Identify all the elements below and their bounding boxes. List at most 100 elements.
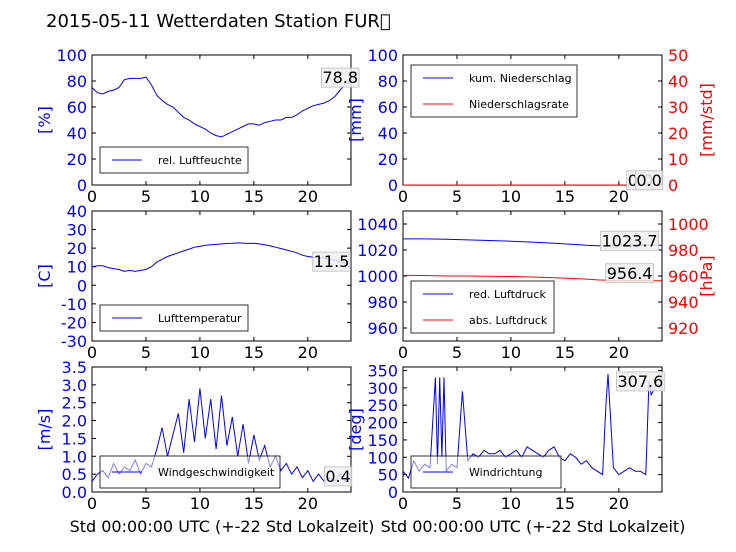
y2-tick-label: 980: [668, 241, 699, 260]
y-tick-label: 3.5: [62, 358, 87, 377]
x-tick-label: 20: [298, 187, 318, 206]
y2-tick-label: 960: [668, 267, 699, 286]
x-tick-label: 0: [87, 187, 97, 206]
x-tick-label: 10: [501, 494, 521, 513]
x-tick-label: 5: [141, 343, 151, 362]
y-tick-label: 60: [378, 98, 398, 117]
y-tick-label: 40: [67, 202, 87, 221]
panel-6: 0 5 10 15 20050100150200250300350[deg]Windri…: [346, 361, 665, 513]
legend-entry: kum. Niederschlag: [469, 72, 572, 85]
y-tick-label: 2.5: [62, 394, 87, 413]
x-tick-label: 20: [298, 494, 318, 513]
y-tick-label: 1.0: [62, 447, 87, 466]
y-tick-label: 1020: [357, 241, 398, 260]
x-tick-label: 10: [190, 343, 210, 362]
x-tick-label: 10: [190, 187, 210, 206]
y-tick-label: 10: [67, 258, 87, 277]
y2-tick-label: 920: [668, 319, 699, 338]
value-annotation: 0.0: [636, 171, 661, 190]
y2-tick-label: 40: [668, 72, 688, 91]
legend-entry: rel. Luftfeuchte: [158, 154, 242, 167]
y-tick-label: 0: [77, 276, 87, 295]
y-tick-label: 1000: [357, 267, 398, 286]
x-tick-label: 5: [141, 494, 151, 513]
x-tick-label: 10: [190, 494, 210, 513]
y-tick-label: 3.0: [62, 376, 87, 395]
y-tick-label: -10: [61, 295, 87, 314]
y-tick-label: 80: [67, 72, 87, 91]
value-annotation: 11.5: [314, 252, 350, 271]
y-tick-label: 960: [367, 319, 398, 338]
legend-entry: red. Luftdruck: [469, 288, 546, 301]
x-axis-label-left: Std 00:00:00 UTC (+-22 Std Lokalzeit): [70, 517, 375, 536]
y-tick-label: 40: [378, 124, 398, 143]
y-tick-label: 100: [367, 448, 398, 467]
y-tick-label: 1040: [357, 215, 398, 234]
y-tick-label: 2.0: [62, 412, 87, 431]
y-tick-label: 20: [67, 150, 87, 169]
value-annotation: 0.4: [325, 467, 350, 486]
legend: Windgeschwindigkeit: [99, 455, 281, 489]
x-tick-label: 0: [87, 343, 97, 362]
x-tick-label: 10: [501, 343, 521, 362]
y-tick-label: 60: [67, 98, 87, 117]
annotation-box: [320, 67, 360, 88]
series-line-1: [92, 242, 351, 272]
y2-tick-label: 0: [668, 176, 678, 195]
value-annotation: 307.6: [618, 372, 664, 391]
x-tick-label: 0: [398, 343, 408, 362]
y-tick-label: 0.0: [62, 483, 87, 502]
y2-tick-label: 940: [668, 293, 699, 312]
legend-entry: abs. Luftdruck: [469, 314, 548, 327]
annotation-box: [616, 371, 665, 392]
legend-box: [410, 280, 555, 334]
annotation-box: [600, 230, 660, 251]
y-tick-label: 200: [367, 414, 398, 433]
y-tick-label: 0.5: [62, 465, 87, 484]
y-axis-label: [C]: [35, 264, 54, 288]
y-tick-label: 0: [388, 176, 398, 195]
y2-axis-label: [mm/std]: [697, 83, 716, 157]
y-tick-label: 20: [67, 239, 87, 258]
legend-box: [99, 146, 249, 174]
y2-tick-label: 10: [668, 150, 688, 169]
figure-title: 2015-05-11 Wetterdaten Station FUR : [46, 11, 391, 32]
value-annotation: 956.4: [607, 264, 653, 283]
x-tick-label: 20: [609, 494, 629, 513]
y-axis-label: [mm]: [346, 98, 365, 142]
series-line-1: [92, 76, 351, 138]
legend-entry: Windrichtung: [469, 466, 542, 479]
legend: Windrichtung: [410, 455, 562, 489]
y-tick-label: 1.5: [62, 429, 87, 448]
value-annotation: 78.8: [322, 68, 358, 87]
legend-entry: Lufttemperatur: [158, 312, 242, 325]
legend-entry: Windgeschwindigkeit: [158, 466, 275, 479]
x-tick-label: 0: [398, 494, 408, 513]
y2-tick-label: 20: [668, 124, 688, 143]
y-tick-label: -20: [61, 313, 87, 332]
y-tick-label: 80: [378, 72, 398, 91]
x-tick-label: 15: [555, 343, 575, 362]
y-axis-label: [%]: [35, 106, 54, 134]
x-tick-label: 5: [452, 343, 462, 362]
y-tick-label: 0: [77, 176, 87, 195]
x-tick-label: 20: [298, 343, 318, 362]
value-annotation: 1023.7: [602, 231, 658, 250]
y-tick-label: 150: [367, 431, 398, 450]
y-tick-label: 40: [67, 124, 87, 143]
x-tick-label: 15: [555, 494, 575, 513]
annotation-box: [323, 466, 353, 487]
legend-entry: Niederschlagsrate: [469, 98, 569, 111]
x-tick-label: 0: [87, 494, 97, 513]
y2-tick-label: 50: [668, 46, 688, 65]
x-tick-label: 10: [501, 187, 521, 206]
y-tick-label: 100: [56, 46, 87, 65]
y-tick-label: -30: [61, 332, 87, 351]
y-axis-label: [m/s]: [35, 409, 54, 451]
legend: kum. Niederschlag Niederschlagsrate: [410, 64, 578, 118]
y-tick-label: 350: [367, 361, 398, 380]
y-tick-label: 250: [367, 396, 398, 415]
panel-5: 0 5 10 15 20 0.00.51.01.52.02.53.03.5 [m/s] Win…: [35, 358, 353, 513]
legend: rel. Luftfeuchte: [99, 146, 249, 174]
